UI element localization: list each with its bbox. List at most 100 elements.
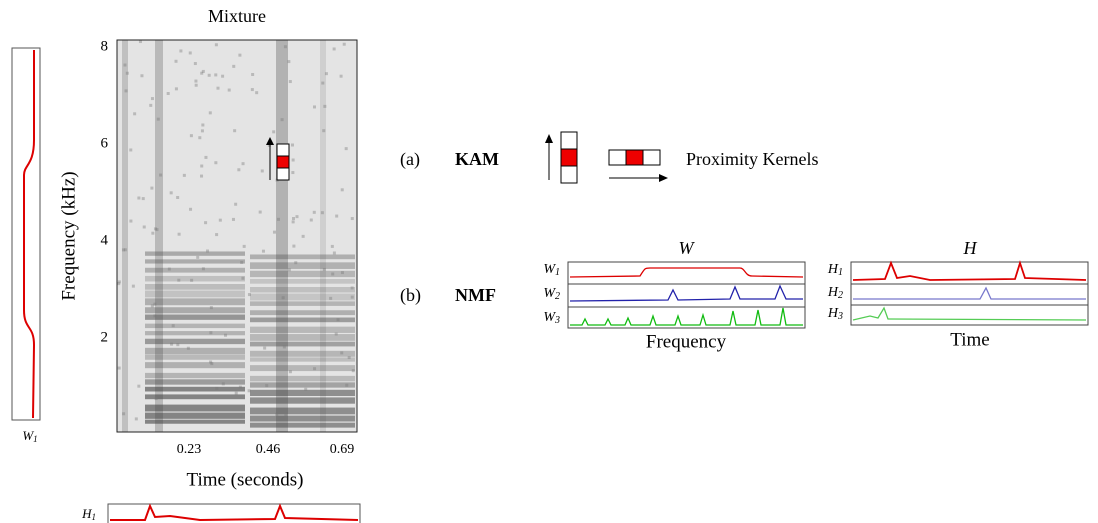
spectrogram-texture [242,244,246,248]
spectrogram-texture [304,387,308,391]
spectrogram-texture [231,217,235,221]
spectrogram-texture [291,171,295,175]
spectrogram-texture [145,298,245,306]
spectrogram-texture [331,272,335,276]
spectrogram-texture [189,134,193,138]
spectrogram-texture [241,162,245,166]
spectrogram-texture [131,284,135,288]
spectrogram-texture [145,379,245,385]
h-panel [850,261,1089,326]
spectrogram-texture [129,219,133,223]
w1-label: W1 [22,428,37,444]
spectrogram-texture [145,251,245,256]
h-title: H [963,238,978,258]
spectrogram-texture [145,419,245,424]
spectrogram-texture [295,215,299,219]
spectrogram-texture [209,360,213,364]
spectrogram-texture [150,186,154,190]
h-row-label: H1 [827,262,843,278]
spectrogram-texture [250,422,355,428]
spectrogram-texture [250,262,355,269]
w-row-label: W3 [543,310,560,326]
spectrogram-texture [215,233,219,237]
spectrogram-texture [351,369,355,373]
spectrogram-texture [240,260,244,264]
spectrogram-texture [145,314,245,320]
h3-curve [852,306,1087,321]
y-tick-label: 4 [101,232,109,248]
y-tick-label: 8 [101,38,109,54]
spectrogram-texture [260,169,264,173]
spectrogram-texture [145,372,245,379]
spectrogram-texture [250,397,355,404]
w-title: W [679,238,696,258]
spectrogram-texture [335,214,339,218]
spectrogram-texture [193,62,197,66]
spectrogram-texture [221,382,225,386]
w-row-label: W2 [543,286,560,302]
spectrogram-texture [344,147,348,151]
spectrogram-texture [342,42,346,46]
spectrogram-texture [169,191,173,195]
x-tick-label: 0.46 [256,442,281,457]
h1-curve [110,503,359,522]
spectrogram-texture [133,112,137,116]
spectrogram-texture [145,307,245,314]
spectrogram-texture [215,386,219,390]
spectrogram-texture [272,130,276,134]
spectrogram-texture [340,271,344,275]
spectrogram-texture [174,59,178,63]
kam-name: KAM [455,149,499,169]
spectrogram-texture [170,342,174,346]
spectrogram-texture [292,217,296,221]
spectrogram-texture [177,232,181,236]
h2-curve [853,286,1086,300]
spectrogram-texture [204,155,208,159]
spectrogram-texture [123,248,127,252]
spectrogram-texture [186,346,190,350]
spectrogram-texture [145,338,245,345]
spectrogram-texture [241,276,245,280]
spectrogram-texture [237,168,241,172]
spectrogram-texture [204,221,208,225]
spectrogram-texture [150,97,154,101]
spectrogram-texture [232,64,236,68]
spectrogram-texture [194,79,198,83]
spectrogram-texture [145,331,245,336]
spectrogram-texture [166,91,170,95]
spectrogram-texture [234,391,238,395]
spectrogram-texture [238,385,242,389]
spectrogram-texture [122,412,126,416]
spectrogram-texture [321,81,325,85]
spectrogram-texture [255,91,259,95]
spectrogram-texture [149,103,153,107]
spectrogram-texture [313,105,317,109]
spectrogram-texture [167,267,171,271]
spectrogram-texture [329,296,333,300]
spectrogram-texture [227,88,231,92]
h-row-label: H3 [827,306,843,322]
spectrogram-texture [208,111,212,115]
h-xlabel: Time [950,329,989,350]
spectrogram-texture [323,104,327,108]
spectrogram-texture [250,365,355,372]
spectrogram-texture [250,317,355,323]
spectrogram-texture [290,143,294,147]
spectrogram-texture [281,296,285,300]
spectrogram-texture [282,345,286,349]
spectrogram-texture [250,326,355,333]
spectrogram-texture [324,72,328,76]
spectrogram-texture [200,174,204,178]
spectrogram-texture [145,267,245,273]
w3-curve [570,307,803,326]
w-row-label: W1 [543,262,560,278]
spectrogram-texture [177,278,181,282]
spectrogram-texture [238,53,242,57]
w1-curve [569,267,804,278]
nmf-index: (b) [400,285,421,306]
spectrogram-texture [320,40,326,432]
h1-curve [852,260,1087,281]
spectrogram-texture [209,331,213,335]
spectrogram-frame [116,39,358,433]
